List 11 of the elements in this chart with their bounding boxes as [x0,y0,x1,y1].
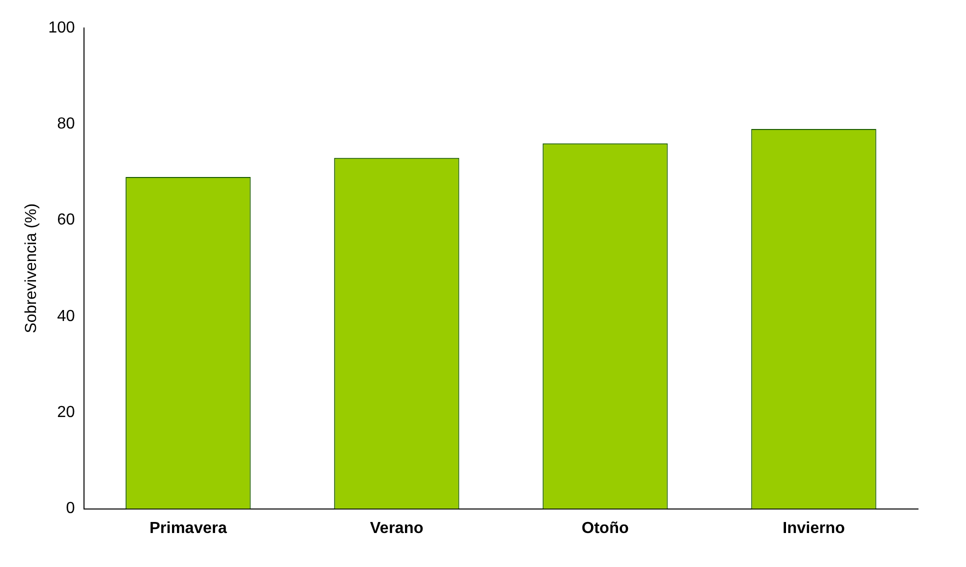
x-tick-label: Otoño [582,520,629,537]
y-tick-label: 100 [48,19,75,36]
y-tick-label: 20 [57,404,75,422]
x-tick-label: Invierno [782,520,846,537]
y-tick-label: 0 [66,500,75,518]
y-tick-label: 40 [57,308,75,325]
y-tick-label: 80 [57,116,75,133]
y-axis-title: Sobrevivencia (%) [23,203,40,334]
x-tick-label: Verano [370,520,424,537]
y-tick-label: 60 [57,212,75,229]
x-tick-label: Primavera [149,520,227,537]
